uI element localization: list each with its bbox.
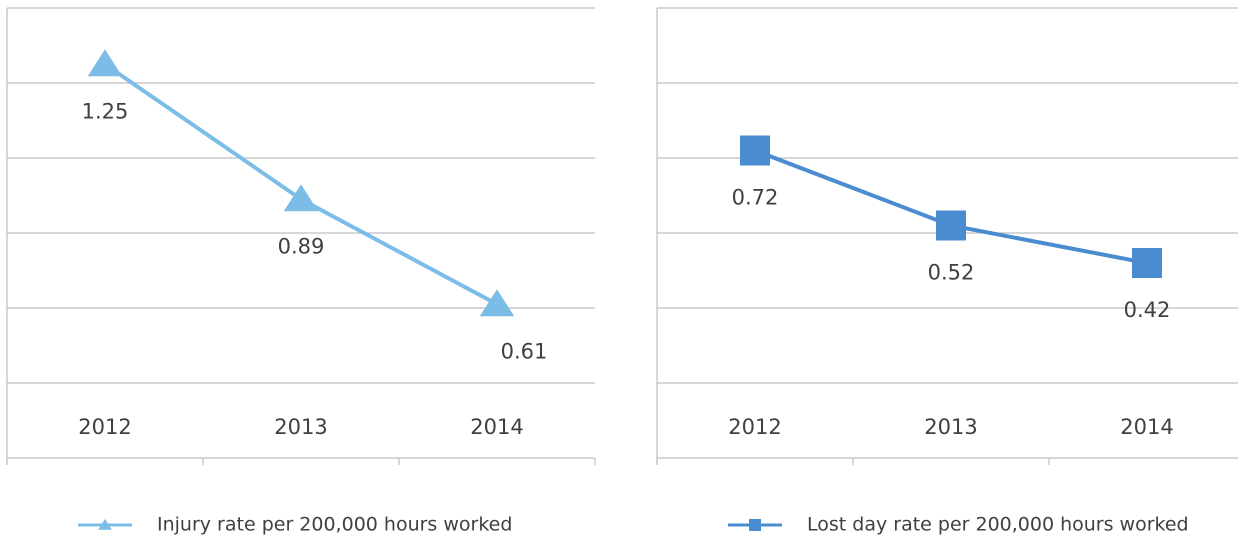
- legend-label: Injury rate per 200,000 hours worked: [157, 514, 512, 536]
- x-tick-label: 2013: [274, 415, 327, 439]
- marker: [87, 49, 123, 77]
- marker: [936, 210, 966, 241]
- x-tick-label: 2014: [1120, 415, 1173, 439]
- marker: [740, 135, 770, 166]
- x-tick-label: 2013: [924, 415, 977, 439]
- marker: [1132, 248, 1162, 278]
- marker: [283, 184, 319, 212]
- x-tick-label: 2014: [470, 415, 523, 439]
- x-tick-label: 2012: [728, 415, 781, 439]
- data-label: 0.52: [928, 261, 975, 285]
- marker: [98, 519, 112, 530]
- marker: [749, 519, 761, 531]
- marker: [479, 289, 515, 317]
- data-label: 0.72: [732, 186, 779, 210]
- x-tick-label: 2012: [78, 415, 131, 439]
- data-label: 0.61: [501, 339, 548, 363]
- data-label: 0.42: [1124, 298, 1171, 322]
- data-label: 1.25: [82, 99, 129, 123]
- legend-label: Lost day rate per 200,000 hours worked: [807, 514, 1189, 536]
- series-line: [754, 148, 1148, 265]
- data-label: 0.89: [278, 234, 325, 258]
